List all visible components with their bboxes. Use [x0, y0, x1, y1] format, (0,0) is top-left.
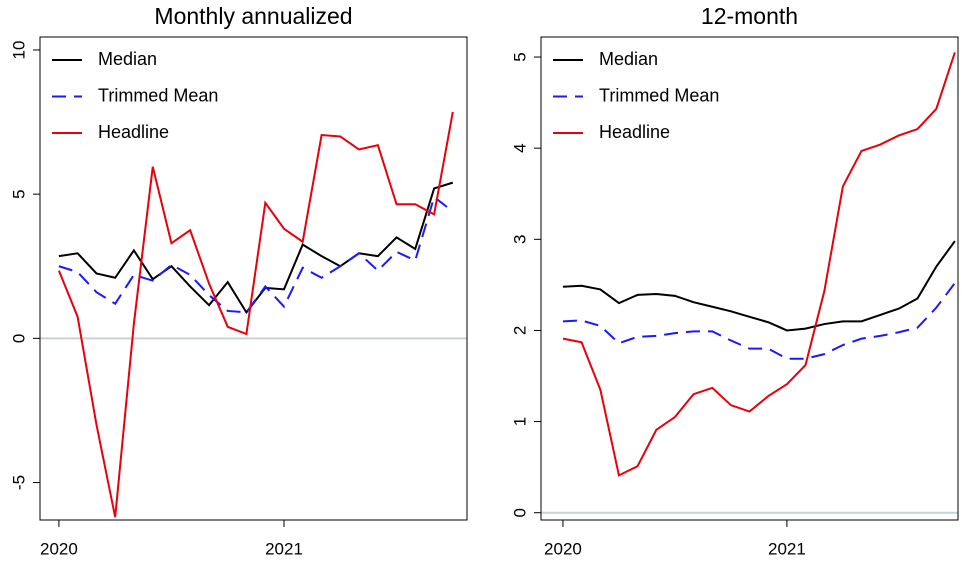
legend-label: Headline — [599, 122, 670, 142]
legend-label: Median — [599, 49, 658, 69]
x-tick-label: 2021 — [768, 539, 806, 558]
x-tick-label: 2021 — [265, 539, 303, 558]
series-line — [562, 240, 956, 332]
panel-title: 12-month — [701, 3, 798, 29]
y-tick-label: 4 — [510, 143, 529, 152]
y-tick-label: 10 — [9, 41, 28, 60]
x-tick-label: 2020 — [544, 539, 582, 558]
legend-label: Trimmed Mean — [599, 85, 719, 105]
panel-title: Monthly annualized — [154, 3, 352, 29]
y-tick-label: 0 — [510, 508, 529, 517]
y-tick-label: 5 — [510, 52, 529, 61]
legend-label: Trimmed Mean — [98, 85, 218, 105]
y-tick-label: 5 — [9, 189, 28, 198]
series-line — [562, 52, 956, 477]
y-tick-label: 1 — [510, 417, 529, 426]
series-line — [58, 181, 454, 315]
series-line — [57, 111, 454, 518]
plot-frame — [39, 36, 468, 521]
legend-label: Headline — [98, 122, 169, 142]
legend-label: Median — [98, 49, 157, 69]
y-tick-label: 3 — [510, 235, 529, 244]
plot-frame — [540, 36, 959, 521]
series-line — [58, 195, 454, 314]
series-line — [562, 282, 956, 360]
x-tick-label: 2020 — [40, 539, 78, 558]
y-tick-label: 0 — [9, 334, 28, 343]
y-tick-label: -5 — [9, 475, 28, 490]
y-tick-label: 2 — [510, 326, 529, 335]
